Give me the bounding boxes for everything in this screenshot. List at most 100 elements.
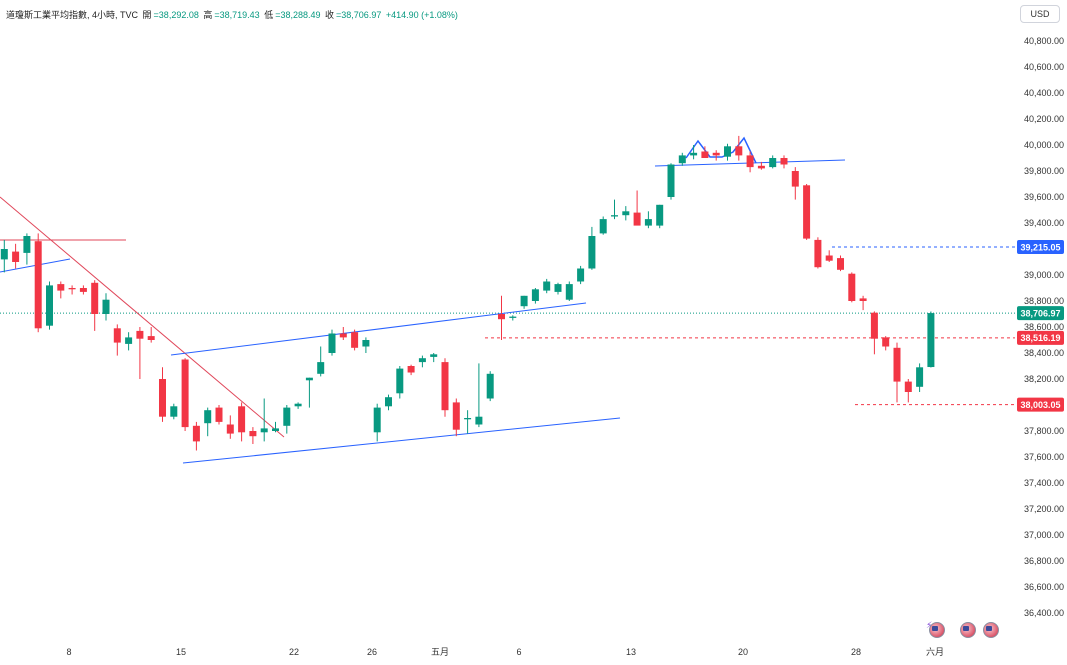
candle [577, 268, 585, 282]
y-tick-label: 39,800.00 [1024, 166, 1064, 176]
y-tick-label: 38,400.00 [1024, 348, 1064, 358]
candle [588, 236, 596, 269]
symbol-name[interactable]: 道瓊斯工業平均指數, 4小時, TVC [6, 10, 139, 20]
chart-header: 道瓊斯工業平均指數, 4小時, TVC 開 =38,292.08 高 =38,719… [6, 8, 460, 21]
price-label-text: 39,215.05 [1020, 242, 1060, 252]
candle [531, 289, 539, 301]
y-tick-label: 37,400.00 [1024, 478, 1064, 488]
y-tick-label: 36,800.00 [1024, 556, 1064, 566]
candle [238, 406, 246, 433]
y-tick-label: 36,600.00 [1024, 582, 1064, 592]
candle [599, 219, 607, 234]
price-axis: 40,800.00 40,600.00 40,400.00 40,200.00 40,0… [1017, 36, 1064, 618]
candle [678, 155, 686, 164]
candle [317, 362, 325, 374]
candle [893, 347, 901, 382]
trend-line[interactable] [182, 417, 621, 464]
candle [498, 314, 505, 320]
y-tick-label: 38,800.00 [1024, 296, 1064, 306]
candle [803, 185, 811, 239]
us-flag-event-icon[interactable] [926, 621, 945, 638]
candle [882, 337, 890, 347]
y-tick-label: 40,600.00 [1024, 62, 1064, 72]
candle [724, 146, 731, 157]
candle [226, 424, 234, 434]
candle [667, 164, 675, 197]
x-tick-label: 20 [738, 647, 748, 657]
candle [362, 340, 370, 347]
y-tick-label: 37,600.00 [1024, 452, 1064, 462]
candle [870, 312, 878, 339]
candle [780, 158, 788, 165]
y-tick-label: 40,400.00 [1024, 88, 1064, 98]
trend-line[interactable] [0, 196, 285, 438]
price-label-text: 38,516.19 [1020, 333, 1060, 343]
candle [757, 165, 765, 169]
candle [159, 379, 166, 417]
y-tick-label: 38,600.00 [1024, 322, 1064, 332]
candle [554, 284, 562, 292]
candle [814, 239, 822, 268]
y-tick-label: 39,600.00 [1024, 192, 1064, 202]
candle [136, 330, 144, 339]
x-tick-label: 15 [176, 647, 186, 657]
x-tick-label: 13 [626, 647, 636, 657]
candle [486, 373, 494, 399]
candle [396, 368, 404, 394]
candle [147, 336, 155, 340]
candle [79, 288, 87, 292]
candle [825, 255, 833, 261]
price-label-text: 38,706.97 [1020, 308, 1060, 318]
trend-line[interactable] [170, 302, 587, 356]
candle [351, 332, 359, 348]
candle [441, 362, 449, 411]
y-tick-label: 38,200.00 [1024, 374, 1064, 384]
candle [204, 410, 212, 424]
candle [294, 403, 302, 407]
y-tick-label: 37,800.00 [1024, 426, 1064, 436]
candle [260, 428, 268, 433]
candle [249, 431, 257, 437]
candle [633, 212, 641, 226]
candle [565, 284, 573, 300]
candle [0, 249, 8, 260]
candle [46, 285, 53, 326]
candle [385, 397, 392, 407]
change-value: +414.90 (+1.08%) [385, 10, 458, 20]
candle [34, 241, 42, 329]
x-tick-label: 六月 [926, 646, 944, 657]
candle [769, 158, 777, 168]
price-label [1017, 306, 1064, 321]
candle [520, 295, 528, 307]
low-label: 低 [264, 10, 274, 20]
candle [746, 155, 754, 168]
x-tick-label: 22 [289, 647, 299, 657]
us-flag-event-icon[interactable] [983, 622, 999, 638]
y-tick-label: 40,000.00 [1024, 140, 1064, 150]
candle [452, 402, 460, 430]
x-tick-label: 8 [66, 647, 71, 657]
double-top-pattern[interactable] [685, 136, 757, 164]
us-flag-event-icon[interactable] [960, 622, 976, 638]
candle [475, 416, 483, 425]
candle [904, 381, 912, 392]
currency-selector[interactable]: USD [1020, 5, 1060, 23]
candle [170, 406, 178, 417]
open-label: 開 [142, 10, 152, 20]
candle [113, 328, 121, 343]
candle [23, 236, 31, 253]
candle [215, 407, 223, 422]
x-tick-label: 五月 [431, 647, 449, 657]
candle [57, 284, 65, 291]
candle [12, 251, 20, 262]
low-value: =38,288.49 [275, 10, 321, 20]
high-value: =38,719.43 [214, 10, 260, 20]
y-tick-label: 36,400.00 [1024, 608, 1064, 618]
candle [622, 211, 630, 216]
y-tick-label: 40,800.00 [1024, 36, 1064, 46]
x-tick-label: 26 [367, 647, 377, 657]
candle [125, 337, 133, 344]
candle [305, 377, 313, 381]
candle [611, 215, 618, 217]
